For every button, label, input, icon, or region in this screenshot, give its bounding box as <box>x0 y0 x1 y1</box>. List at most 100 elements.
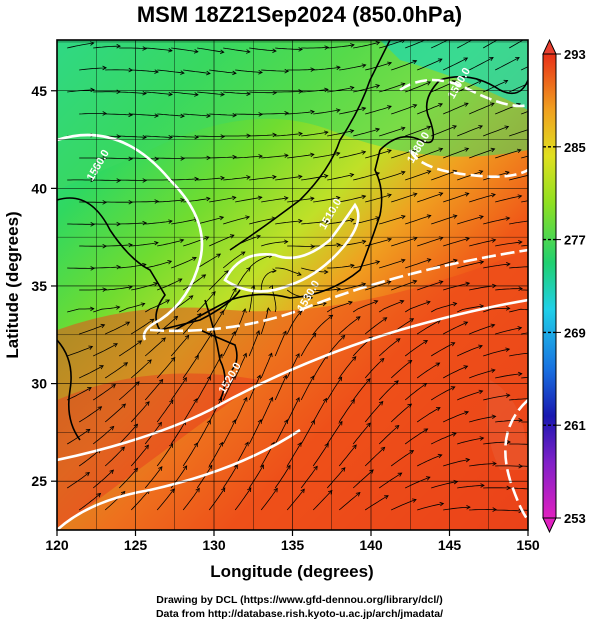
streamline <box>313 244 341 247</box>
streamline-arrowhead <box>335 151 341 157</box>
streamline <box>431 215 457 225</box>
streamline-arrowhead <box>361 282 367 287</box>
streamline <box>130 401 150 423</box>
streamline-arrowhead <box>269 396 274 402</box>
streamline <box>274 465 291 489</box>
streamline <box>105 286 133 291</box>
streamline <box>469 239 496 247</box>
streamline-arrowhead <box>373 300 379 305</box>
streamline <box>222 331 236 357</box>
streamline-arrowhead <box>505 306 511 311</box>
streamline <box>353 128 380 137</box>
y-axis-label: Latitude (degrees) <box>3 211 22 358</box>
streamline-arrowhead <box>350 399 355 404</box>
streamline-arrowhead <box>247 487 252 493</box>
streamline <box>274 375 287 401</box>
streamline <box>223 216 250 225</box>
colorbar-scale <box>542 53 557 519</box>
streamline <box>183 236 209 247</box>
streamline-arrowhead <box>149 318 155 323</box>
streamline-arrowhead <box>96 492 102 498</box>
streamline-arrowhead <box>272 90 278 96</box>
streamline <box>417 281 443 291</box>
streamline <box>208 270 229 291</box>
streamline-arrowhead <box>154 113 159 118</box>
streamline-arrowhead <box>300 488 305 494</box>
streamline-arrowhead <box>479 260 485 265</box>
streamline <box>248 330 260 357</box>
x-tick-label: 130 <box>202 537 226 553</box>
streamline <box>66 472 90 489</box>
streamline-arrowhead <box>154 69 159 74</box>
streamline <box>287 111 315 115</box>
streamline-arrowhead <box>195 487 200 493</box>
colorbar-max-arrow <box>542 38 557 55</box>
streamline <box>469 194 496 203</box>
streamline <box>197 91 225 95</box>
streamline <box>495 509 523 512</box>
streamline-arrowhead <box>109 425 115 431</box>
streamline-arrowhead <box>412 279 418 285</box>
streamline <box>248 464 264 489</box>
streamline <box>431 170 457 181</box>
streamline-arrowhead <box>463 102 469 107</box>
streamline <box>443 459 470 467</box>
streamline-arrowhead <box>121 403 127 409</box>
streamline-arrowhead <box>426 214 432 219</box>
streamline-arrowhead <box>206 70 211 76</box>
streamline-arrowhead <box>438 147 444 152</box>
streamline <box>469 509 497 511</box>
streamline <box>287 154 314 159</box>
streamline-arrowhead <box>477 35 481 39</box>
streamline-arrowhead <box>206 113 211 118</box>
streamline <box>495 419 523 423</box>
streamline-arrowhead <box>533 443 537 447</box>
streamline-arrowhead <box>490 323 496 328</box>
streamline-arrowhead <box>246 49 251 54</box>
streamline-arrowhead <box>464 410 470 415</box>
streamline <box>275 90 303 93</box>
streamline <box>182 488 200 511</box>
streamline <box>312 314 333 335</box>
streamline <box>378 338 401 357</box>
streamline <box>405 81 431 93</box>
streamline-arrowhead <box>246 267 251 272</box>
streamline <box>483 308 510 313</box>
streamline-arrowhead <box>386 280 392 285</box>
footer-credit-line2: Data from http://database.rish.kyoto-u.a… <box>155 608 444 620</box>
streamline-arrowhead <box>349 218 355 223</box>
y-tick-label: 40 <box>31 180 47 196</box>
streamline-arrowhead <box>194 176 200 182</box>
streamline-arrowhead <box>272 174 277 180</box>
streamline-arrowhead <box>361 106 367 112</box>
streamline <box>457 40 473 49</box>
streamline <box>443 506 471 511</box>
streamline-arrowhead <box>387 193 392 198</box>
streamline <box>104 403 126 423</box>
streamline-arrowhead <box>463 57 469 62</box>
streamline <box>260 270 277 291</box>
streamline-arrowhead <box>451 432 457 437</box>
streamline-arrowhead <box>256 234 262 239</box>
streamline <box>286 488 305 511</box>
streamline-arrowhead <box>361 150 367 155</box>
streamline <box>353 261 380 269</box>
streamline-arrowhead <box>113 343 118 348</box>
streamline-arrowhead <box>437 453 443 459</box>
streamline <box>182 442 198 467</box>
streamline-arrowhead <box>310 244 316 249</box>
streamline <box>260 397 273 423</box>
streamline <box>249 217 276 225</box>
streamline-arrowhead <box>220 175 225 181</box>
streamline <box>390 403 412 423</box>
streamline-arrowhead <box>268 352 273 358</box>
streamline-arrowhead <box>180 70 185 75</box>
streamline <box>300 375 315 401</box>
streamline <box>457 305 484 313</box>
streamline-arrowhead <box>387 149 392 154</box>
streamline-arrowhead <box>295 353 300 358</box>
streamline <box>495 241 522 247</box>
streamline-arrowhead <box>400 170 406 176</box>
streamline-arrowhead <box>518 418 523 423</box>
streamline-arrowhead <box>90 87 95 93</box>
